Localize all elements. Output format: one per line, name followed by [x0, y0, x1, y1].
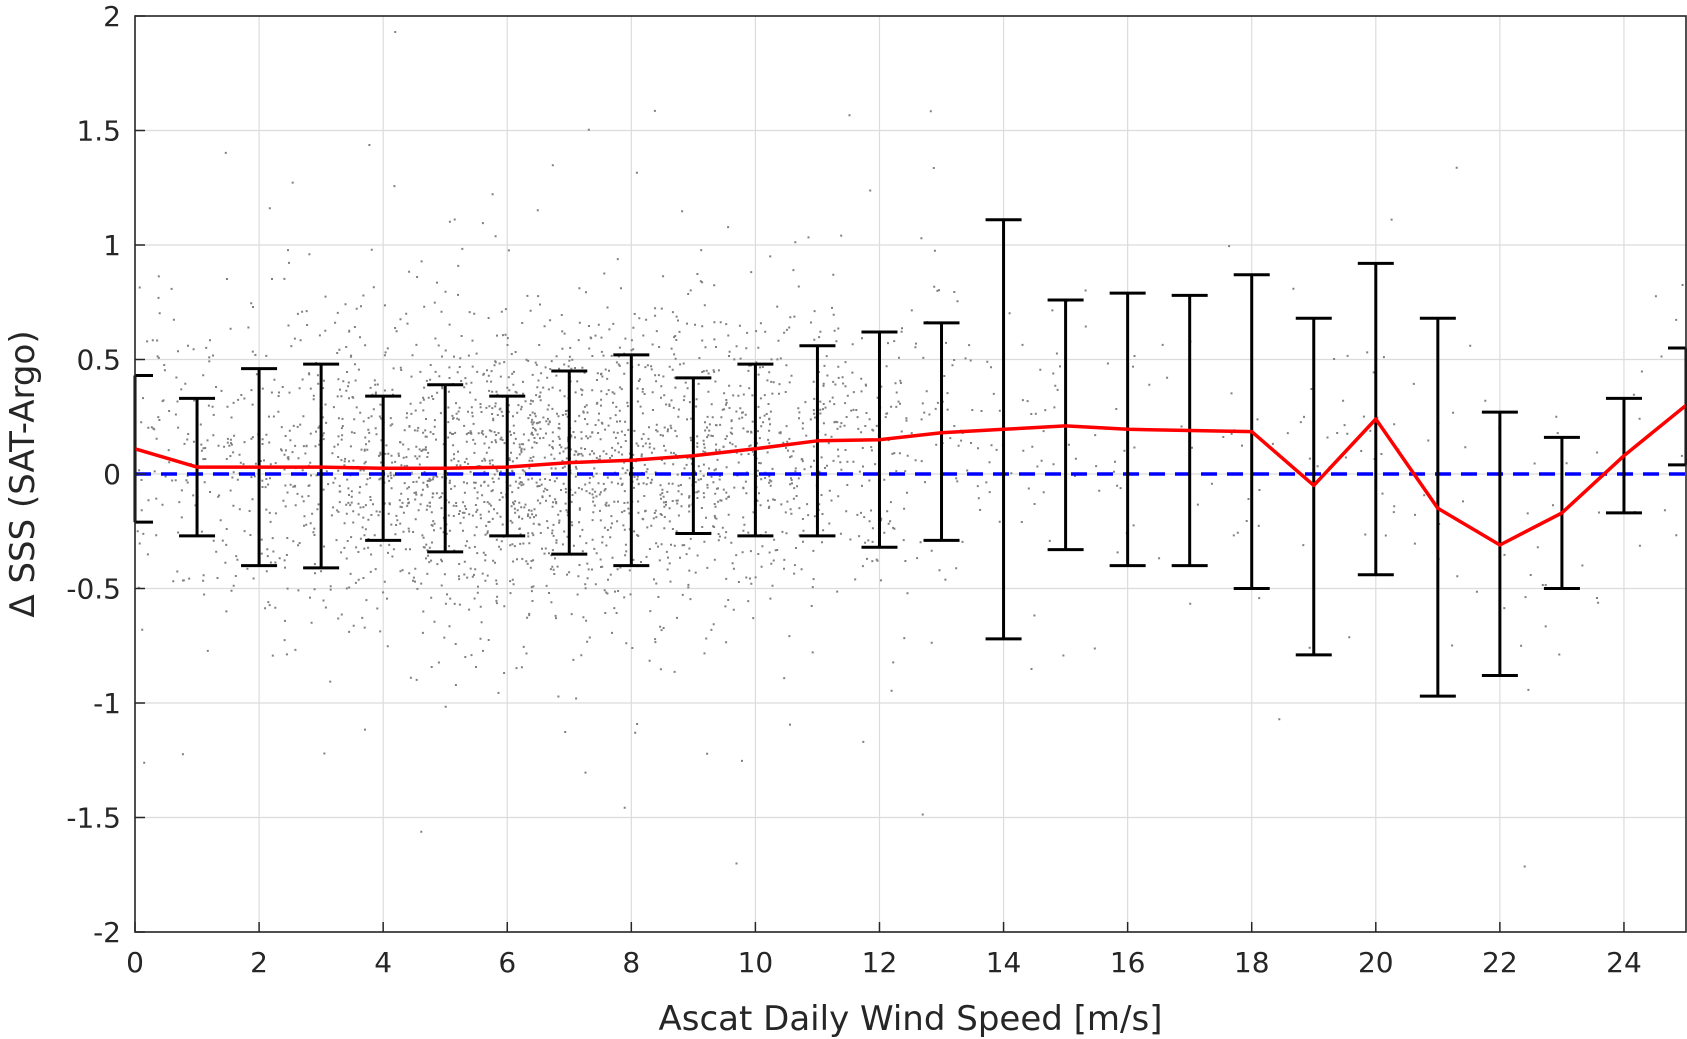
y-tick-label: 2 [103, 0, 121, 33]
y-tick-label: 1 [103, 229, 121, 262]
x-tick-label: 4 [374, 946, 392, 979]
mean-line [134, 403, 1687, 547]
y-tick-label: -2 [93, 916, 121, 949]
y-tick-label: -1.5 [66, 802, 121, 835]
y-tick-label: 0 [103, 458, 121, 491]
x-tick-label: 20 [1358, 946, 1394, 979]
scatter-points [136, 31, 1684, 868]
x-tick-label: 0 [126, 946, 144, 979]
x-tick-label: 12 [862, 946, 898, 979]
mean-polyline [134, 403, 1687, 547]
y-tick-label: 1.5 [76, 115, 121, 148]
x-tick-label: 8 [622, 946, 640, 979]
y-axis-label: Δ SSS (SAT-Argo) [3, 330, 43, 617]
x-tick-label: 6 [498, 946, 516, 979]
x-tick-label: 2 [250, 946, 268, 979]
x-tick-label: 10 [738, 946, 774, 979]
y-tick-labels: -2 -1.5 -1 -0.5 0 0.5 1 1.5 2 [66, 0, 145, 949]
x-tick-label: 18 [1234, 946, 1270, 979]
error-bars [133, 218, 1687, 698]
scatter-cloud [136, 31, 1684, 868]
y-tick-label: 0.5 [76, 344, 121, 377]
y-tick-label: -1 [93, 687, 121, 720]
grid [134, 15, 1686, 933]
x-tick-label: 24 [1606, 946, 1642, 979]
x-tick-label: 14 [986, 946, 1022, 979]
x-tick-labels: 0 2 4 6 8 10 12 14 16 18 20 22 24 [126, 922, 1642, 979]
x-tick-label: 16 [1110, 946, 1146, 979]
x-axis-label: Ascat Daily Wind Speed [m/s] [659, 999, 1163, 1039]
y-tick-label: -0.5 [66, 573, 121, 606]
x-tick-label: 22 [1482, 946, 1518, 979]
